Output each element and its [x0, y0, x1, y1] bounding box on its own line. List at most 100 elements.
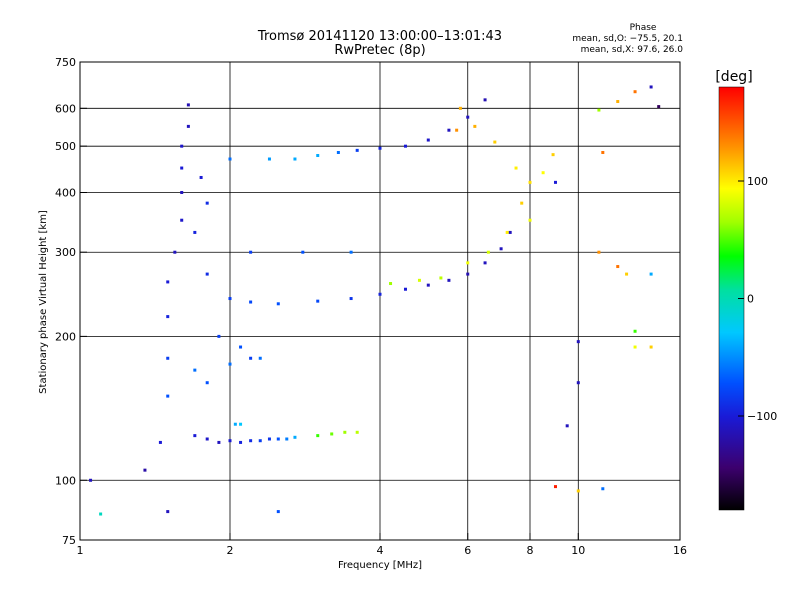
data-point [249, 300, 253, 304]
data-point [276, 510, 280, 514]
y-tick-label: 750 [55, 56, 76, 69]
data-point [493, 140, 497, 144]
data-point [389, 282, 393, 286]
data-point [349, 297, 353, 301]
data-point [528, 180, 532, 184]
chart-subtitle: RwPretec (8p) [334, 43, 425, 58]
colorbar-label: [deg] [715, 69, 752, 85]
data-point [486, 250, 490, 254]
data-point [649, 85, 653, 89]
data-point [378, 146, 382, 150]
data-point [597, 250, 601, 254]
data-point [355, 148, 359, 152]
grid-lines [80, 62, 680, 540]
x-tick-label: 8 [527, 544, 534, 557]
data-point [267, 437, 271, 441]
colorbar-tick-label: 100 [747, 175, 768, 188]
colorbar-ticks: 100 0 −100 [738, 175, 777, 423]
data-point [528, 218, 532, 222]
data-point [293, 435, 297, 439]
data-point [343, 430, 347, 434]
data-point [649, 345, 653, 349]
data-point [180, 218, 184, 222]
data-point [258, 439, 262, 443]
data-point [576, 489, 580, 493]
data-point [217, 334, 221, 338]
data-point [143, 468, 147, 472]
data-point [625, 272, 629, 276]
data-point [633, 345, 637, 349]
data-point [99, 512, 103, 516]
data-point [239, 440, 243, 444]
data-point [205, 201, 209, 205]
data-point [417, 278, 421, 282]
data-point [447, 278, 451, 282]
data-point [426, 283, 430, 287]
data-point [166, 315, 170, 319]
data-point [551, 153, 555, 157]
data-point [649, 272, 653, 276]
y-tick-label: 100 [55, 474, 76, 487]
data-point [426, 138, 430, 142]
data-point [514, 166, 518, 170]
y-tick-label: 200 [55, 330, 76, 343]
data-point [616, 265, 620, 269]
data-point [228, 297, 232, 301]
data-point [316, 434, 320, 438]
data-point [199, 175, 203, 179]
data-point [166, 394, 170, 398]
data-point [553, 485, 557, 489]
data-point [553, 180, 557, 184]
data-point [180, 144, 184, 148]
data-point [239, 422, 243, 426]
stats-heading: Phase [630, 23, 657, 33]
data-point [349, 250, 353, 254]
data-point [166, 510, 170, 514]
data-point [158, 440, 162, 444]
data-point [483, 98, 487, 102]
data-point [249, 439, 253, 443]
data-point [166, 356, 170, 360]
data-point [520, 201, 524, 205]
data-point [249, 356, 253, 360]
data-point [193, 434, 197, 438]
data-point [439, 276, 443, 280]
data-point [330, 432, 334, 436]
x-axis-label: Frequency [MHz] [338, 560, 422, 571]
data-point [473, 124, 477, 128]
data-point [657, 105, 661, 109]
chart-title: Tromsø 20141120 13:00:00–13:01:43 [257, 29, 502, 44]
x-tick-label: 10 [571, 544, 585, 557]
data-points [89, 85, 661, 516]
data-point [355, 430, 359, 434]
data-point [336, 150, 340, 154]
colorbar-tick-label: 0 [747, 293, 754, 306]
data-point [267, 157, 271, 161]
data-point [233, 422, 237, 426]
data-point [173, 250, 177, 254]
data-point [89, 478, 93, 482]
data-point [205, 437, 209, 441]
y-tick-label: 300 [55, 246, 76, 259]
data-point [403, 144, 407, 148]
data-point [193, 368, 197, 372]
y-tick-label: 75 [62, 534, 76, 547]
y-axis-label: Stationary phase Virtual Height [km] [38, 210, 49, 394]
data-point [293, 157, 297, 161]
data-point [249, 250, 253, 254]
data-point [166, 280, 170, 284]
y-tick-label: 600 [55, 102, 76, 115]
data-point [228, 157, 232, 161]
data-point [180, 190, 184, 194]
x-tick-label: 1 [77, 544, 84, 557]
data-point [601, 487, 605, 491]
data-point [565, 424, 569, 428]
data-point [205, 272, 209, 276]
data-point [597, 108, 601, 112]
data-point [466, 261, 470, 265]
data-point [466, 115, 470, 119]
data-point [541, 171, 545, 175]
y-tick-label: 500 [55, 140, 76, 153]
data-point [205, 381, 209, 385]
data-point [633, 329, 637, 333]
